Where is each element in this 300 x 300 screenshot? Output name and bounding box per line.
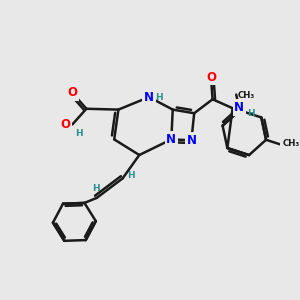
Text: N: N <box>186 134 197 147</box>
Text: H: H <box>75 129 82 138</box>
Text: N: N <box>166 133 176 146</box>
Text: H: H <box>128 171 135 180</box>
Text: H: H <box>92 184 100 193</box>
Text: H: H <box>248 109 255 118</box>
Text: O: O <box>68 86 77 99</box>
Text: N: N <box>234 101 244 114</box>
Text: CH₃: CH₃ <box>283 139 300 148</box>
Text: O: O <box>60 118 70 131</box>
Text: H: H <box>155 93 163 102</box>
Text: CH₃: CH₃ <box>237 91 255 100</box>
Text: O: O <box>206 70 216 83</box>
Text: N: N <box>144 91 154 103</box>
